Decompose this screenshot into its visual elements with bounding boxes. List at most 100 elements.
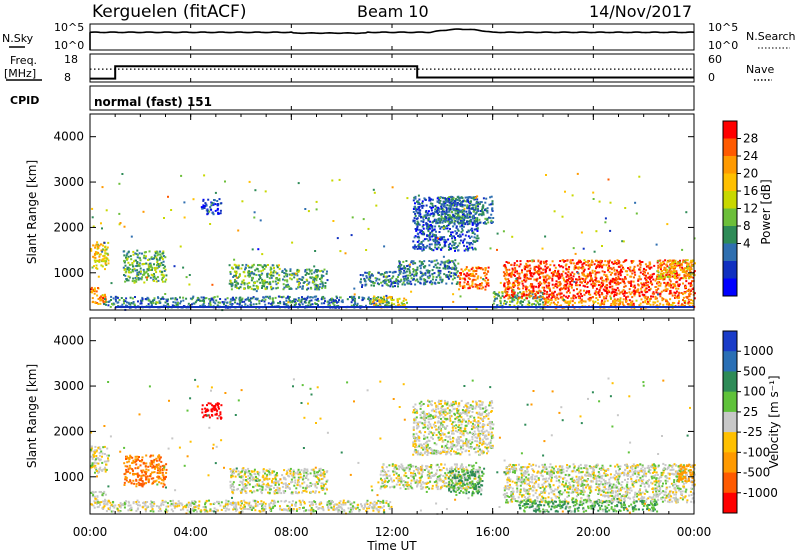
heatmap-cell (252, 296, 255, 299)
heatmap-cell (465, 210, 468, 213)
heatmap-cell (624, 259, 627, 262)
heatmap-cell (437, 237, 439, 240)
heatmap-cell (143, 262, 146, 265)
heatmap-cell (569, 261, 572, 264)
heatmap-cell (655, 243, 658, 246)
heatmap-cell (297, 286, 299, 289)
heatmap-cell (629, 301, 632, 304)
heatmap-cell (639, 266, 642, 269)
heatmap-cell (147, 469, 150, 472)
heatmap-cell (655, 277, 658, 280)
heatmap-cell (466, 204, 469, 207)
heatmap-cell (335, 295, 338, 298)
heatmap-cell (693, 297, 696, 300)
heatmap-cell (129, 479, 132, 482)
heatmap-cell (410, 283, 413, 286)
heatmap-cell (672, 259, 675, 262)
heatmap-cell (403, 279, 406, 282)
heatmap-cell (130, 302, 133, 304)
heatmap-cell (440, 260, 443, 263)
heatmap-cell (510, 273, 513, 276)
heatmap-cell (670, 284, 673, 287)
heatmap-cell (314, 298, 317, 301)
heatmap-cell (97, 298, 100, 300)
heatmap-cell (677, 296, 680, 299)
heatmap-cell (156, 261, 159, 264)
heatmap-cell (451, 278, 454, 281)
heatmap-cell (421, 249, 424, 252)
heatmap-cell (458, 199, 461, 202)
heatmap-cell (209, 300, 212, 303)
heatmap-cell (216, 203, 219, 205)
heatmap-cell (127, 266, 130, 269)
heatmap-cell (688, 288, 691, 291)
heatmap-cell (570, 283, 573, 286)
heatmap-cell (638, 175, 641, 178)
heatmap-cell (414, 195, 417, 198)
heatmap-cell (321, 285, 324, 288)
heatmap-cell (657, 281, 659, 284)
heatmap-cell (565, 263, 568, 266)
heatmap-cell (180, 300, 182, 303)
heatmap-cell (451, 216, 454, 219)
heatmap-cell (103, 453, 106, 455)
heatmap-cell (285, 269, 288, 272)
heatmap-cell (132, 270, 134, 273)
heatmap-cell (446, 211, 449, 214)
heatmap-cell (105, 256, 108, 259)
heatmap-cell (403, 283, 406, 286)
heatmap-cell (246, 304, 249, 307)
heatmap-cell (584, 285, 587, 288)
heatmap-cell (229, 303, 232, 306)
heatmap-cell (655, 291, 658, 294)
heatmap-cell (656, 275, 659, 278)
heatmap-cell (394, 270, 397, 273)
heatmap-cell (656, 274, 659, 276)
heatmap-cell (393, 303, 396, 306)
heatmap-cell (527, 269, 530, 272)
heatmap-cell (610, 280, 613, 283)
heatmap-cell (153, 257, 155, 260)
heatmap-cell (129, 454, 132, 457)
heatmap-cell (516, 300, 519, 303)
heatmap-cell (324, 282, 327, 284)
heatmap-cell (423, 197, 426, 200)
heatmap-cell (421, 206, 424, 209)
heatmap-cell (561, 287, 564, 290)
heatmap-cell (627, 280, 630, 283)
heatmap-cell (416, 223, 419, 225)
heatmap-cell (397, 304, 399, 307)
heatmap-cell (428, 224, 431, 227)
heatmap-cell (598, 264, 601, 267)
heatmap-cell (187, 302, 190, 305)
heatmap-cell (471, 207, 474, 210)
heatmap-cell (378, 278, 381, 281)
heatmap-cell (487, 221, 490, 224)
heatmap-cell (681, 293, 684, 296)
heatmap-cell (564, 301, 567, 304)
heatmap-cell (455, 203, 458, 206)
heatmap-cell (412, 208, 415, 210)
heatmap-cell (672, 286, 675, 289)
heatmap-cell (663, 266, 666, 269)
heatmap-cell (124, 264, 127, 267)
heatmap-cell (686, 259, 689, 262)
heatmap-cell (424, 211, 427, 214)
heatmap-cell (562, 266, 565, 269)
heatmap-cell (647, 296, 649, 299)
heatmap-cell (252, 276, 254, 279)
heatmap-cell (191, 296, 194, 299)
heatmap-cell (644, 295, 647, 298)
heatmap-cell (346, 298, 349, 301)
heatmap-cell (90, 450, 93, 453)
heatmap-cell (367, 227, 370, 230)
heatmap-cell (468, 196, 471, 198)
heatmap-cell (146, 475, 149, 478)
heatmap-cell (153, 471, 156, 474)
heatmap-cell (240, 298, 243, 301)
heatmap-cell (551, 277, 554, 280)
heatmap-cell (289, 270, 292, 272)
heatmap-cell (398, 265, 400, 267)
heatmap-cell (422, 283, 425, 286)
heatmap-cell (489, 196, 492, 199)
